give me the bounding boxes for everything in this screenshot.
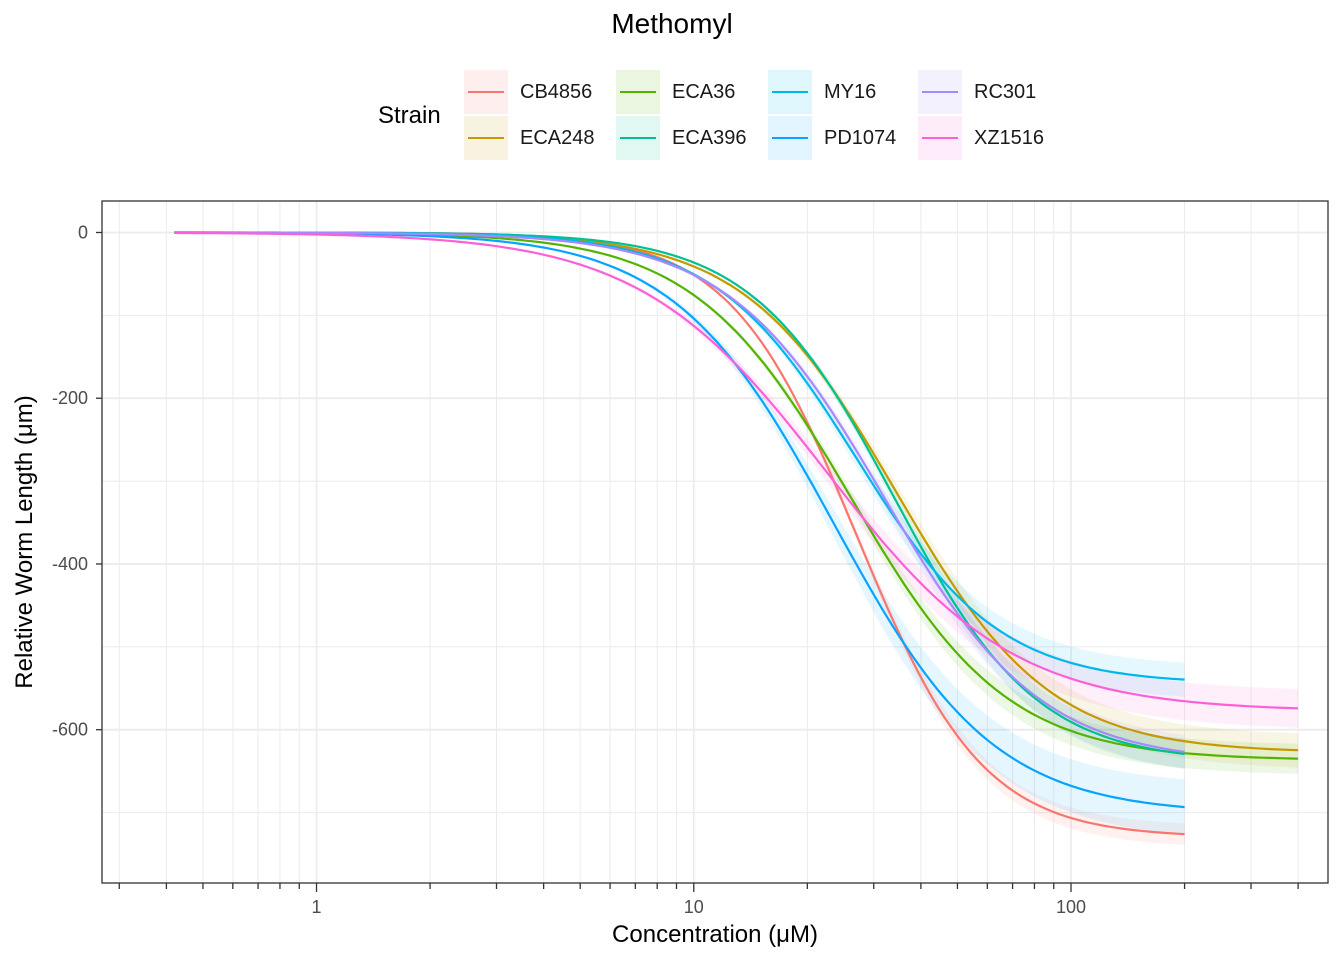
legend-label: PD1074 xyxy=(824,127,897,149)
legend-key-cb4856 xyxy=(464,70,508,114)
grid-layer xyxy=(102,201,1328,883)
ribbon-cb4856 xyxy=(174,232,1185,845)
legend-label: XZ1516 xyxy=(974,127,1045,149)
series-line-rc301 xyxy=(174,231,1185,753)
legend-key-eca396 xyxy=(616,116,660,160)
series-line-my16 xyxy=(174,231,1185,681)
x-tick-label: 1 xyxy=(312,897,322,917)
legend-label: ECA396 xyxy=(672,127,747,149)
legend-label: ECA36 xyxy=(672,81,736,103)
legend-key-xz1516 xyxy=(918,116,962,160)
y-tick-label: -600 xyxy=(52,720,88,740)
ribbon-xz1516 xyxy=(174,232,1299,728)
y-tick-label: -400 xyxy=(52,554,88,574)
line-layer xyxy=(174,231,1299,836)
legend-key-my16 xyxy=(768,70,812,114)
series-line-xz1516 xyxy=(174,231,1299,710)
panel-border xyxy=(101,200,1329,884)
axis-layer: 0 -200 -400 -600 1 10 100 xyxy=(52,222,1299,917)
ribbon-eca396 xyxy=(174,232,1185,769)
series-line-cb4856 xyxy=(174,231,1185,836)
ribbon-pd1074 xyxy=(174,232,1185,835)
legend-key-rc301 xyxy=(918,70,962,114)
y-tick-label: -200 xyxy=(52,388,88,408)
legend-label: RC301 xyxy=(974,81,1037,103)
legend-label: ECA248 xyxy=(520,127,595,149)
ribbon-my16 xyxy=(174,232,1185,697)
y-tick-label: 0 xyxy=(78,222,88,242)
legend-title: Strain xyxy=(378,102,441,129)
chart-title: Methomyl xyxy=(611,8,733,39)
legend-key-eca248 xyxy=(464,116,508,160)
x-tick-label: 10 xyxy=(684,897,704,917)
legend-label: MY16 xyxy=(824,81,877,103)
y-axis-title: Relative Worm Length (μm) xyxy=(11,395,38,688)
x-tick-label: 100 xyxy=(1056,897,1086,917)
legend-key-pd1074 xyxy=(768,116,812,160)
legend-label: CB4856 xyxy=(520,81,593,103)
x-axis-title: Concentration (μM) xyxy=(612,921,818,948)
legend-key-eca36 xyxy=(616,70,660,114)
ribbon-rc301 xyxy=(174,232,1185,769)
ribbon-layer xyxy=(174,232,1299,845)
